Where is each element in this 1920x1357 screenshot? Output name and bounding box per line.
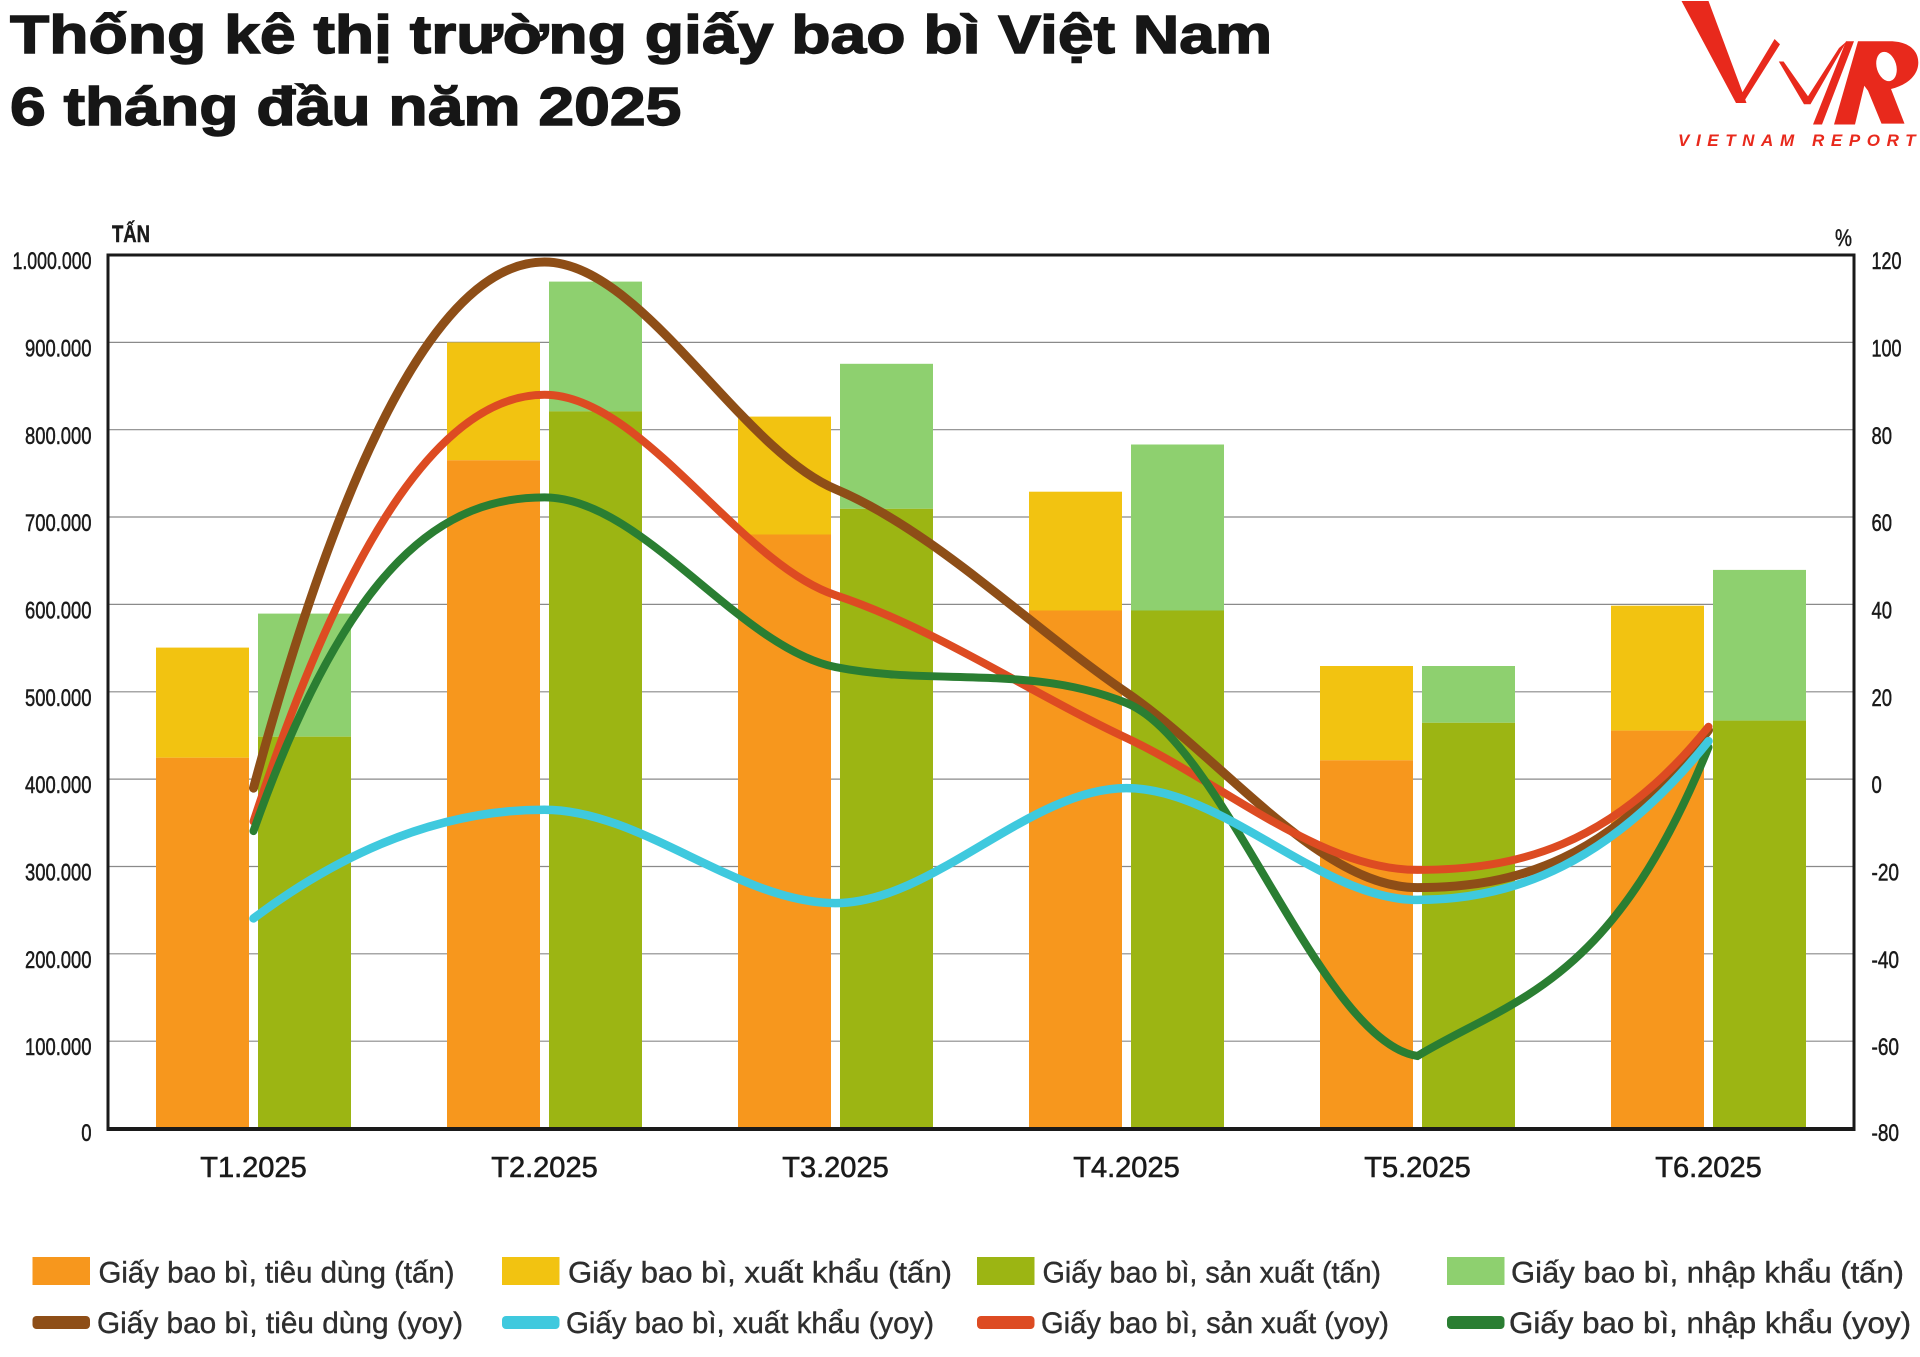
svg-text:0: 0 <box>81 1120 91 1147</box>
svg-text:200.000: 200.000 <box>25 947 92 974</box>
svg-text:T6.2025: T6.2025 <box>1655 1152 1761 1184</box>
svg-text:Giấy bao bì, nhập khẩu (yoy): Giấy bao bì, nhập khẩu (yoy) <box>1509 1307 1911 1340</box>
svg-text:-80: -80 <box>1872 1120 1900 1147</box>
svg-text:60: 60 <box>1872 510 1893 537</box>
svg-text:300.000: 300.000 <box>25 860 92 887</box>
svg-text:600.000: 600.000 <box>25 598 92 625</box>
svg-text:40: 40 <box>1872 598 1893 625</box>
svg-text:900.000: 900.000 <box>25 336 92 363</box>
svg-text:700.000: 700.000 <box>25 510 92 537</box>
svg-text:500.000: 500.000 <box>25 685 92 712</box>
svg-text:TẤN: TẤN <box>112 220 150 248</box>
svg-text:Giấy bao bì, sản xuất (yoy): Giấy bao bì, sản xuất (yoy) <box>1041 1307 1389 1340</box>
svg-text:-40: -40 <box>1872 947 1900 974</box>
svg-text:Giấy bao bì, tiêu dùng (yoy): Giấy bao bì, tiêu dùng (yoy) <box>97 1307 463 1340</box>
svg-text:120: 120 <box>1872 248 1902 275</box>
svg-text:100: 100 <box>1872 336 1902 363</box>
svg-text:400.000: 400.000 <box>25 772 92 799</box>
svg-text:Giấy bao bì, xuất khẩu (tấn): Giấy bao bì, xuất khẩu (tấn) <box>568 1257 952 1290</box>
svg-text:100.000: 100.000 <box>25 1034 92 1061</box>
svg-text:T4.2025: T4.2025 <box>1073 1152 1179 1184</box>
svg-text:800.000: 800.000 <box>25 423 92 450</box>
svg-text:Giấy bao bì, tiêu dùng (tấn): Giấy bao bì, tiêu dùng (tấn) <box>99 1257 455 1290</box>
svg-text:VIETNAM REPORT: VIETNAM REPORT <box>1678 131 1920 150</box>
svg-text:T2.2025: T2.2025 <box>491 1152 597 1184</box>
svg-text:-20: -20 <box>1872 860 1900 887</box>
svg-text:1.000.000: 1.000.000 <box>13 248 92 275</box>
svg-text:80: 80 <box>1872 423 1893 450</box>
svg-text:0: 0 <box>1872 772 1882 799</box>
svg-text:-60: -60 <box>1872 1034 1900 1061</box>
svg-text:Giấy bao bì, xuất khẩu (yoy): Giấy bao bì, xuất khẩu (yoy) <box>566 1307 934 1340</box>
svg-text:%: % <box>1835 225 1852 252</box>
svg-text:Giấy bao bì, sản xuất (tấn): Giấy bao bì, sản xuất (tấn) <box>1043 1257 1382 1290</box>
svg-text:T5.2025: T5.2025 <box>1364 1152 1470 1184</box>
svg-text:Giấy bao bì, nhập khẩu (tấn): Giấy bao bì, nhập khẩu (tấn) <box>1511 1257 1904 1290</box>
svg-text:20: 20 <box>1872 685 1893 712</box>
svg-text:T3.2025: T3.2025 <box>782 1152 888 1184</box>
svg-text:T1.2025: T1.2025 <box>200 1152 306 1184</box>
